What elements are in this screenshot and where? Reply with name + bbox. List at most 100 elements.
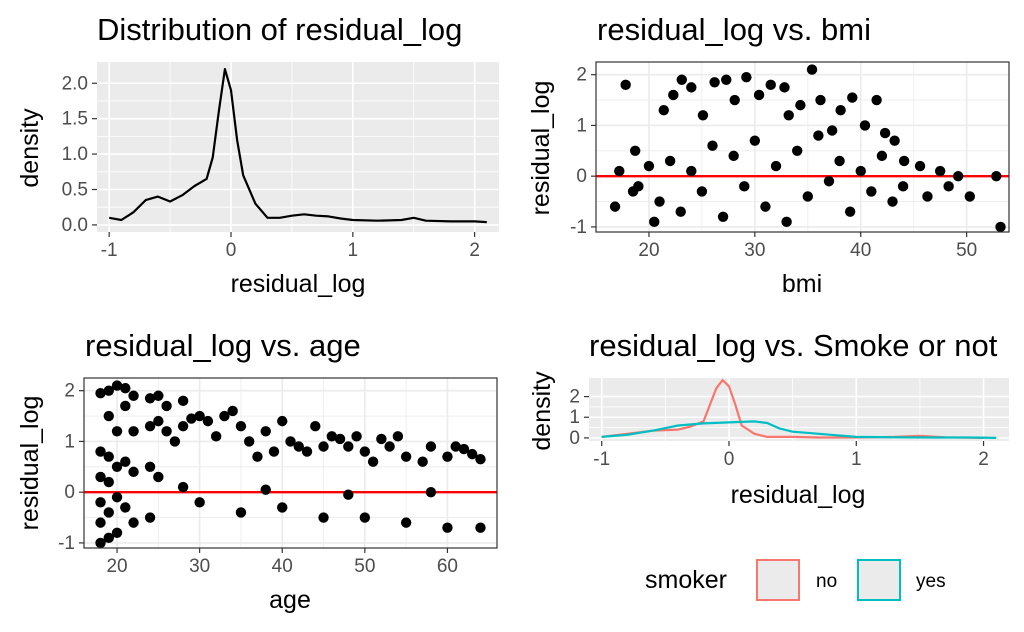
data-point	[111, 461, 123, 473]
y-tick-label: 0	[576, 166, 587, 187]
data-point	[717, 211, 729, 222]
data-point	[643, 160, 655, 172]
data-point	[765, 79, 776, 91]
data-point	[741, 72, 752, 83]
data-point	[668, 89, 679, 101]
data-point	[871, 94, 882, 106]
data-point	[995, 221, 1006, 233]
x-tick-label: 30	[189, 556, 210, 577]
data-point	[826, 125, 838, 136]
data-point	[475, 453, 486, 465]
x-tick-label: 2	[978, 449, 989, 470]
plot-border	[595, 61, 1010, 233]
y-axis-title: density	[16, 108, 44, 188]
data-point	[95, 388, 106, 399]
data-point	[177, 481, 189, 493]
data-point	[943, 181, 954, 192]
data-point	[781, 216, 792, 228]
data-point	[128, 390, 139, 401]
data-point	[654, 196, 665, 207]
plot-border	[83, 377, 498, 549]
data-point	[442, 522, 453, 533]
data-point	[835, 105, 846, 116]
data-point	[318, 441, 329, 452]
x-axis-title: bmi	[782, 270, 822, 298]
data-point	[161, 400, 172, 412]
data-point	[425, 441, 437, 452]
data-point	[186, 413, 197, 424]
data-point	[753, 89, 765, 101]
data-point	[153, 471, 164, 483]
data-point	[376, 433, 387, 445]
data-point	[95, 446, 106, 457]
data-point	[111, 492, 123, 503]
data-point	[144, 393, 156, 404]
bmi-scatter-panel: residual_log vs. bmi 20 30 40 50 -1 0 1 2 bmi r…	[527, 12, 1010, 298]
x-tick-label: 40	[850, 240, 871, 261]
y-tick-label: 0	[64, 482, 75, 503]
legend-key-no-bg	[756, 559, 800, 601]
x-tick-label: 40	[272, 556, 293, 577]
data-point	[244, 436, 255, 447]
data-point	[823, 176, 835, 187]
data-point	[153, 415, 164, 427]
data-point	[103, 451, 114, 462]
data-point	[310, 421, 321, 432]
data-point	[392, 431, 404, 442]
y-tick-label: 2	[64, 381, 75, 402]
plot-background	[97, 62, 499, 232]
data-point	[384, 441, 395, 452]
legend-title: smoker	[645, 566, 727, 594]
data-point	[260, 484, 271, 495]
data-point	[450, 441, 461, 452]
data-point	[629, 145, 641, 157]
age-scatter-panel: residual_log vs. age 20 30 40 50 60 -1 0 1 2 age…	[16, 328, 498, 614]
data-point	[103, 532, 114, 544]
data-point	[219, 410, 230, 422]
data-point	[964, 191, 976, 202]
data-point	[675, 206, 686, 217]
y-tick-label: 0.0	[62, 215, 88, 236]
data-point	[144, 461, 156, 473]
data-point	[614, 165, 625, 177]
data-point	[359, 446, 371, 457]
data-point	[95, 497, 106, 508]
x-axis-title: residual_log	[231, 270, 366, 298]
legend: smoker no yes	[645, 559, 946, 601]
x-tick-label: 20	[106, 556, 127, 577]
legend-key-yes-bg	[857, 559, 901, 601]
data-point	[260, 426, 271, 437]
data-point	[876, 150, 888, 162]
data-point	[95, 471, 106, 483]
data-point	[649, 216, 660, 228]
data-point	[425, 486, 437, 498]
data-point	[111, 380, 123, 391]
data-point	[770, 160, 782, 172]
data-point	[301, 446, 313, 457]
data-point	[252, 451, 263, 462]
data-point	[120, 456, 131, 467]
x-tick-label: 0	[724, 449, 735, 470]
y-axis-title: density	[528, 371, 556, 451]
density-panel: Distribution of residual_log -1 0 1 2 0.0 0.5…	[16, 12, 499, 298]
data-point	[120, 400, 131, 412]
y-axis-title: residual_log	[527, 81, 555, 216]
data-point	[676, 74, 687, 85]
plot-background	[84, 378, 497, 548]
y-tick-label: 2.0	[62, 73, 88, 94]
data-point	[795, 99, 806, 111]
y-tick-label: 2	[569, 387, 580, 408]
y-tick-label: 2	[576, 65, 587, 86]
data-point	[458, 443, 470, 455]
data-point	[783, 110, 794, 121]
data-point	[721, 74, 732, 85]
data-point	[934, 165, 946, 177]
plot-area: -1 0 1 2 0.0 0.5 1.0 1.5 2.0	[62, 62, 499, 261]
data-point	[760, 201, 771, 212]
data-point	[815, 94, 826, 106]
y-tick-label: 1.5	[62, 109, 88, 130]
data-point	[658, 105, 669, 116]
data-point	[991, 170, 1002, 182]
data-point	[739, 181, 750, 192]
x-tick-label: 20	[638, 240, 659, 261]
